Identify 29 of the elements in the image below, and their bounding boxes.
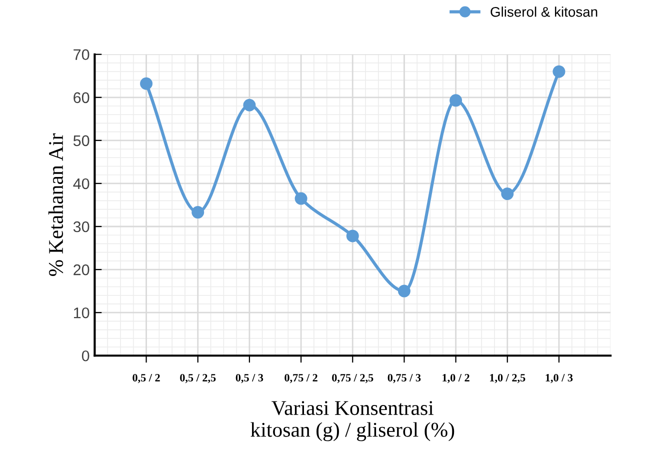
point <box>398 284 410 298</box>
point <box>243 98 256 112</box>
x-tick-label: 0,5 / 3 <box>236 374 264 384</box>
y-tick-label: 50 <box>73 135 90 146</box>
y-tick-label: 0 <box>82 350 90 362</box>
y-tick-label: 40 <box>73 178 90 190</box>
y-axis-title: % Ketahanan Air <box>48 133 64 276</box>
x-tick-label: 0,5 / 2 <box>132 374 160 384</box>
point <box>450 94 462 107</box>
y-tick-label: 60 <box>74 92 90 104</box>
point <box>192 206 204 219</box>
point <box>552 65 566 78</box>
point <box>140 77 153 90</box>
point <box>346 230 359 242</box>
y-tick-label: 30 <box>73 221 90 232</box>
y-tick-label: 70 <box>74 49 90 60</box>
x-tick-label: 1,0 / 3 <box>546 374 573 384</box>
y-tick-label: 10 <box>74 307 90 318</box>
y-tick-label: 20 <box>74 264 90 276</box>
x-axis-title: Variasi Konsentrasi kitosan (g) / gliserol (%) <box>250 401 454 442</box>
point <box>294 192 308 205</box>
point <box>501 188 514 200</box>
legend-label: Gliserol & kitosan <box>490 6 598 17</box>
x-tick-label: 0,75 / 3 <box>388 374 421 384</box>
x-tick-label: 1,0 / 2 <box>442 374 470 384</box>
x-tick-label: 0,75 / 2,5 <box>332 374 374 384</box>
x-tick-label: 0,75 / 2 <box>284 374 318 384</box>
x-tick-label: 1,0 / 2,5 <box>490 374 526 384</box>
x-tick-label: 0,5 / 2,5 <box>180 374 216 384</box>
